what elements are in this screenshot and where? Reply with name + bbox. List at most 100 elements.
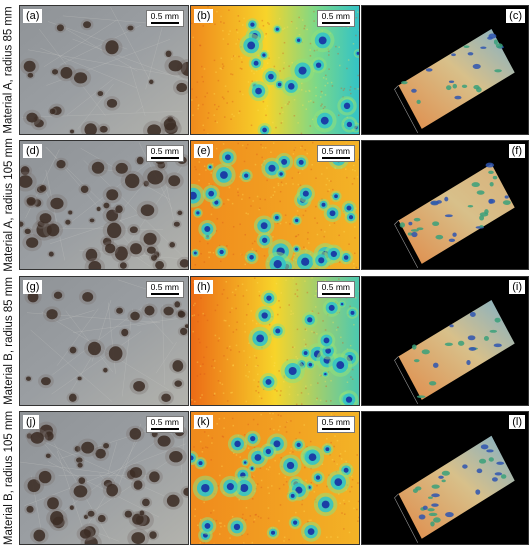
pit-bottom bbox=[325, 348, 332, 354]
corrosion-pit bbox=[99, 125, 108, 133]
noise-speck bbox=[260, 397, 263, 400]
pit-bottom bbox=[293, 520, 298, 525]
scale-bar-line bbox=[150, 157, 179, 159]
noise-speck bbox=[241, 517, 244, 519]
noise-speck bbox=[221, 63, 224, 65]
pit-bottom bbox=[321, 202, 326, 207]
surface-pit bbox=[483, 335, 489, 341]
scratch-line bbox=[107, 441, 118, 474]
corrosion-pit bbox=[39, 213, 52, 224]
corrosion-pit bbox=[77, 462, 83, 468]
surface-pit bbox=[494, 317, 501, 323]
surface-pit bbox=[488, 198, 496, 204]
corrosion-pit bbox=[174, 301, 181, 308]
noise-speck bbox=[305, 90, 307, 93]
noise-speck bbox=[313, 331, 315, 334]
noise-speck bbox=[320, 229, 323, 231]
noise-speck bbox=[255, 390, 257, 392]
noise-speck bbox=[357, 11, 359, 13]
pit-bottom bbox=[268, 164, 276, 172]
corrosion-pit bbox=[50, 511, 64, 526]
corrosion-pit bbox=[121, 328, 129, 337]
noise-speck bbox=[220, 522, 222, 524]
scratch-line bbox=[107, 302, 116, 374]
panel-tag: (l) bbox=[509, 415, 525, 429]
noise-speck bbox=[308, 519, 310, 522]
surface-pit bbox=[486, 449, 494, 453]
noise-speck bbox=[286, 359, 289, 361]
corrosion-pit bbox=[180, 327, 188, 336]
3d-surface-image bbox=[362, 412, 528, 544]
noise-speck bbox=[293, 254, 295, 256]
noise-speck bbox=[346, 67, 348, 70]
noise-speck bbox=[281, 184, 284, 186]
row-label-text: Material B, radius 105 mm bbox=[3, 410, 15, 546]
noise-speck bbox=[207, 117, 209, 119]
noise-speck bbox=[286, 26, 289, 28]
noise-speck bbox=[203, 501, 205, 504]
noise-speck bbox=[335, 45, 337, 48]
surface-pit bbox=[494, 472, 503, 476]
noise-speck bbox=[316, 233, 319, 236]
corrosion-pit bbox=[149, 79, 154, 85]
noise-speck bbox=[251, 498, 254, 500]
noise-speck bbox=[230, 349, 232, 351]
surface-pit bbox=[489, 181, 494, 187]
surface-pit bbox=[466, 360, 471, 366]
noise-speck bbox=[203, 165, 206, 168]
noise-speck bbox=[295, 511, 297, 514]
noise-speck bbox=[266, 179, 268, 182]
pit-bottom bbox=[334, 194, 338, 199]
noise-speck bbox=[322, 107, 325, 110]
surface-pit bbox=[451, 53, 456, 57]
noise-speck bbox=[237, 285, 239, 287]
corrosion-pit bbox=[89, 218, 95, 223]
surface-pit bbox=[476, 190, 485, 195]
surface-plane bbox=[398, 29, 515, 129]
noise-speck bbox=[253, 521, 255, 523]
surface-pit bbox=[408, 221, 413, 226]
noise-speck bbox=[223, 289, 225, 291]
surface-pit bbox=[407, 232, 413, 236]
noise-speck bbox=[216, 423, 218, 425]
surface-pit bbox=[496, 461, 505, 465]
noise-speck bbox=[213, 93, 216, 95]
corrosion-pit bbox=[46, 309, 58, 320]
noise-speck bbox=[223, 203, 225, 205]
noise-speck bbox=[239, 223, 241, 226]
noise-speck bbox=[339, 64, 341, 67]
noise-speck bbox=[307, 521, 309, 523]
surface-pit bbox=[468, 346, 477, 351]
scale-bar-label: 0.5 mm bbox=[150, 11, 179, 21]
noise-speck bbox=[231, 391, 233, 394]
noise-speck bbox=[286, 421, 288, 423]
corrosion-pit bbox=[149, 531, 157, 539]
noise-speck bbox=[194, 302, 196, 305]
panel-tag: (i) bbox=[509, 280, 525, 294]
surface-pit bbox=[491, 477, 498, 482]
corrosion-pit bbox=[77, 376, 82, 381]
pit-bottom bbox=[209, 165, 212, 169]
corrosion-pit bbox=[143, 232, 157, 246]
surface-pit bbox=[448, 80, 455, 84]
optical-micrograph-panel: (g) 0.5 mm bbox=[19, 276, 189, 406]
noise-speck bbox=[279, 222, 282, 225]
noise-speck bbox=[338, 234, 340, 237]
noise-speck bbox=[193, 446, 195, 448]
noise-speck bbox=[298, 33, 301, 36]
surface-pit bbox=[502, 200, 511, 205]
noise-speck bbox=[222, 392, 225, 394]
noise-speck bbox=[254, 514, 257, 516]
noise-speck bbox=[203, 356, 205, 359]
noise-speck bbox=[211, 365, 213, 367]
corrosion-pit bbox=[84, 536, 98, 544]
noise-speck bbox=[300, 403, 303, 405]
noise-speck bbox=[330, 400, 332, 402]
noise-speck bbox=[205, 346, 208, 348]
noise-speck bbox=[309, 125, 312, 127]
noise-speck bbox=[265, 468, 268, 470]
noise-speck bbox=[358, 516, 359, 519]
noise-speck bbox=[357, 520, 359, 522]
noise-speck bbox=[252, 475, 255, 478]
noise-speck bbox=[238, 351, 241, 353]
